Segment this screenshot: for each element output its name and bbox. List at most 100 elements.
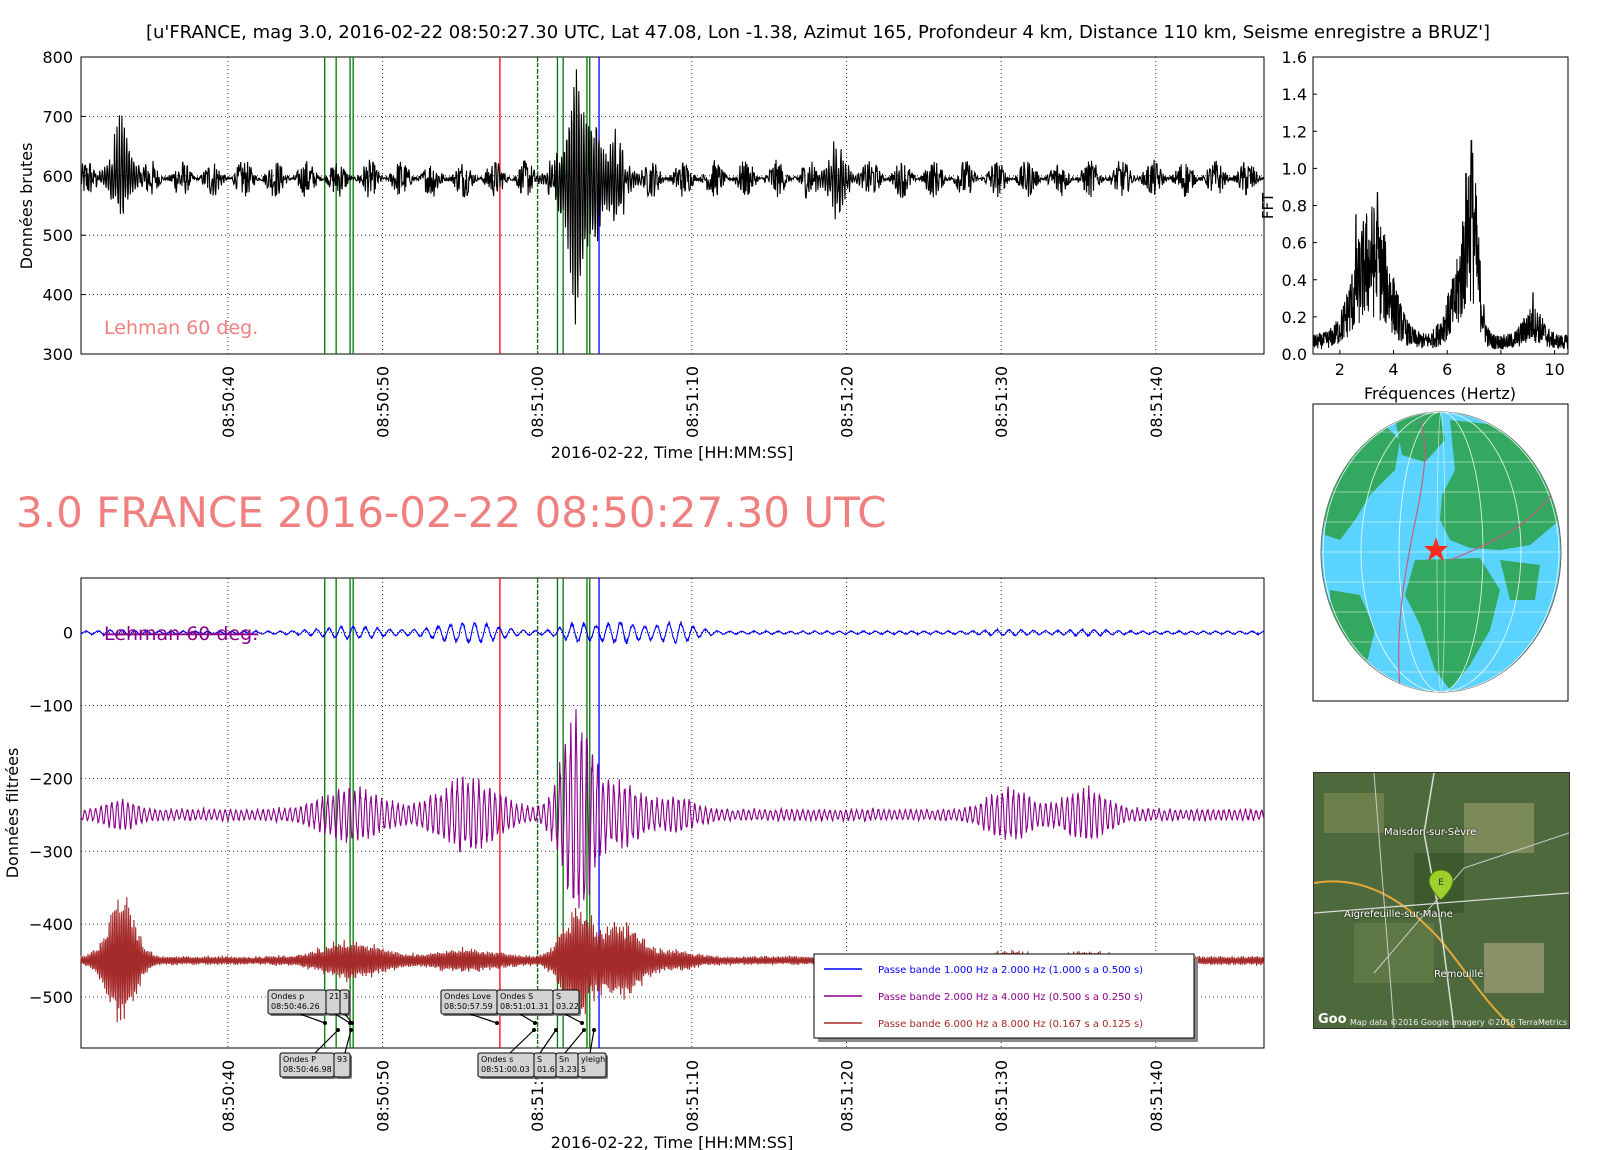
phase-label-text: 3.23 [559,1065,577,1074]
phase-label-text: 03.22 [556,1002,579,1011]
phase-label-text: Ondes P [283,1055,316,1064]
google-logo: Goo [1318,1012,1347,1027]
phase-label-text: 08:51:01.31 [500,1002,549,1011]
map-marker-pin [1428,869,1454,901]
phase-label-arrow [509,1029,535,1054]
fft-y-tick-label: 1.4 [1282,85,1307,104]
fft-plot-y-ticks: 0.0 0.2 0.4 0.6 0.8 1.0 1.2 1.4 1.6 [1282,48,1317,364]
raw-data-plot: 300 400 500 600 700 800 08:50:40 08:50:50 08:51… [17,48,1265,462]
filtered-y-tick-label: −400 [29,915,73,934]
raw-x-tick-label: 08:50:40 [219,366,238,438]
phase-label-arrow-head [323,1021,327,1025]
map-label-aigrefeuille: Aigrefeuille-sur-Maine [1344,909,1453,920]
phase-label-arrow-head [554,1028,558,1032]
legend-label-band3: Passe bande 6.000 Hz a 8.000 Hz (0.167 s… [878,1019,1143,1030]
filtered-x-tick-label: 08:50:50 [374,1060,393,1132]
phase-label-arrow-head [350,1021,354,1025]
fft-plot-xlabel: Fréquences (Hertz) [1364,384,1516,403]
raw-x-tick-label: 08:51:40 [1147,366,1166,438]
map-road [1373,832,1569,974]
phase-label-text: S [537,1055,542,1064]
globe-landmass-africa [1405,558,1500,690]
map-road [1314,880,1515,1028]
fft-plot: 0.0 0.2 0.4 0.6 0.8 1.0 1.2 1.4 1.6 2 4 6 8 10 Fréqu… [1259,48,1569,403]
phase-label-arrow [564,1013,583,1024]
globe-landmass-arabia [1500,560,1540,600]
raw-x-tick-label: 08:51:20 [837,366,856,438]
fft-plot-x-ticks: 2 4 6 8 10 [1335,350,1565,379]
fft-y-tick-label: 0.4 [1282,271,1307,290]
filtered-y-tick-label: −100 [29,697,73,716]
fft-y-tick-label: 0.0 [1282,345,1307,364]
globe-map-panel [1312,403,1569,702]
map-road [1423,773,1455,1028]
phase-label-text: 08:50:57.59 [444,1002,493,1011]
phase-label-arrow [299,1013,326,1024]
phase-label-text: 01.68 [537,1065,560,1074]
raw-y-tick-label: 600 [42,167,73,186]
phase-label-arrow [314,1029,339,1054]
map-road [1373,773,1395,1028]
fft-y-tick-label: 1.2 [1282,122,1307,141]
phase-label-arrow [589,1029,595,1054]
raw-plot-series [80,69,1265,325]
figure-header-title: [u'FRANCE, mag 3.0, 2016-02-22 08:50:27.… [146,22,1490,43]
globe-plate-boundary [1398,419,1426,691]
phase-label-text: Ondes s [481,1055,513,1064]
filtered-plot-xlabel: 2016-02-22, Time [HH:MM:SS] [551,1133,794,1150]
fft-plot-series [1312,140,1569,350]
phase-label-arrow-head [533,1021,537,1025]
map-roads [1314,773,1569,1028]
filtered-plot-legend: Passe bande 1.000 Hz a 2.000 Hz (1.000 s… [813,953,1198,1042]
raw-x-tick-label: 08:51:30 [992,366,1011,438]
phase-label-box [333,1052,351,1078]
fft-spectrum-line [1312,140,1569,350]
legend-box [813,953,1195,1039]
phase-label-text: 08:51:00.03 [481,1065,530,1074]
filtered-x-tick-label: 08:50:40 [219,1060,238,1132]
map-field [1464,803,1534,853]
map-field [1324,793,1384,833]
satellite-map-image: E [1314,773,1569,1028]
filtered-plot-x-ticks: 08:50:40 08:50:50 08:51:00 08:51:10 08:51:20… [219,1060,1166,1132]
phase-label-text: 5 [581,1065,586,1074]
filtered-y-tick-label: −500 [29,988,73,1007]
raw-y-tick-label: 500 [42,226,73,245]
raw-plot-x-ticks: 08:50:40 08:50:50 08:51:00 08:51:10 08:51:20… [219,366,1166,438]
phase-label-arrow-head [580,1021,584,1025]
phase-label-box [339,989,350,1015]
filtered-x-tick-label: 08:51:40 [1147,1060,1166,1132]
fft-plot-frame [1312,56,1569,355]
fft-y-tick-label: 0.8 [1282,197,1307,216]
phase-label-arrow-head [336,1028,340,1032]
raw-y-tick-label: 300 [42,345,73,364]
fft-y-tick-label: 1.0 [1282,159,1307,178]
phase-label-text: 21 [329,992,339,1001]
phase-label-arrow-head [495,1021,499,1025]
raw-plot-ylabel: Données brutes [17,143,36,270]
fft-plot-ylabel: FFT [1259,192,1277,219]
filtered-signal-line [80,621,1265,645]
phase-label-arrow-head [532,1028,536,1032]
map-label-remouille: Remouillé [1434,969,1484,980]
filtered-y-tick-label: −300 [29,842,73,861]
phase-label-text: Ondes p [271,992,304,1001]
raw-signal-line [80,69,1265,325]
filtered-data-plot: 0 −100 −200 −300 −400 −500 08:50:40 08:50:50 08… [3,577,1265,1150]
fft-x-tick-label: 8 [1496,360,1506,379]
filtered-x-tick-label: 08:51:10 [683,1060,702,1132]
phase-label-text: S [556,992,561,1001]
phase-label-text: yleigh [581,1055,605,1064]
raw-y-tick-label: 700 [42,107,73,126]
filtered-y-tick-label: 0 [63,624,73,643]
filtered-plot-y-ticks: 0 −100 −200 −300 −400 −500 [29,624,73,1007]
filtered-plot-annotation: Lehman 60 deg. [104,623,258,645]
raw-plot-xlabel: 2016-02-22, Time [HH:MM:SS] [551,443,794,462]
filtered-plot-phase-labels: Ondes p08:50:46.26 21 3 Ondes Love08:50:57.… [267,989,608,1079]
fft-y-tick-label: 0.2 [1282,308,1307,327]
phase-label-arrow [564,1029,585,1054]
filtered-y-tick-label: −200 [29,769,73,788]
phase-label-text: 08:50:46.26 [271,1002,320,1011]
phase-label-text: Ondes S [500,992,533,1001]
